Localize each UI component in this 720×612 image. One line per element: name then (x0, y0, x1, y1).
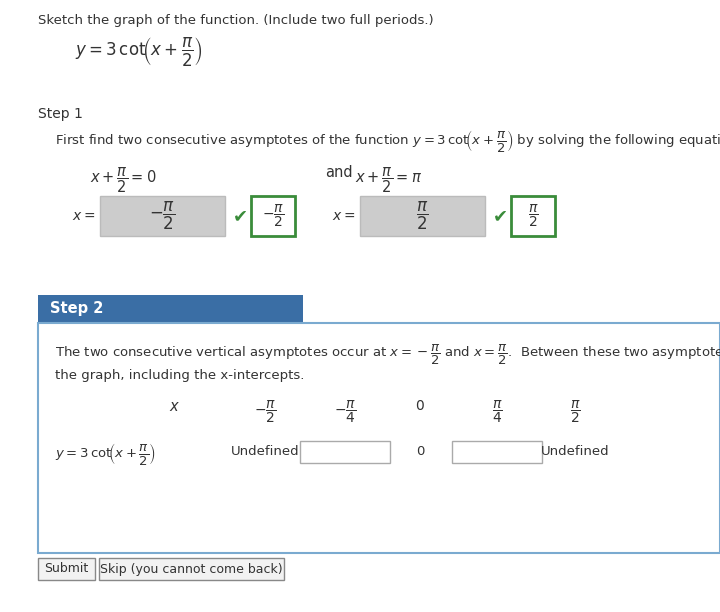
Bar (511, 196, 555, 236)
Text: Step 1: Step 1 (38, 107, 83, 121)
Bar (99, 558, 284, 580)
Text: $0$: $0$ (415, 399, 425, 413)
Text: the graph, including the x-intercepts.: the graph, including the x-intercepts. (55, 369, 305, 382)
Text: $-\dfrac{\pi}{2}$: $-\dfrac{\pi}{2}$ (149, 200, 176, 232)
Text: $y = 3\,\mathrm{cot}\!\left(x + \dfrac{\pi}{2}\right)$: $y = 3\,\mathrm{cot}\!\left(x + \dfrac{\… (75, 35, 203, 68)
Text: $-\dfrac{\pi}{4}$: $-\dfrac{\pi}{4}$ (334, 399, 356, 425)
Text: and: and (325, 165, 353, 180)
Bar (100, 196, 225, 236)
Text: Step 2: Step 2 (50, 302, 104, 316)
Text: $x = $: $x = $ (71, 209, 95, 223)
Text: $x$: $x$ (169, 399, 181, 414)
Text: $\dfrac{\pi}{2}$: $\dfrac{\pi}{2}$ (416, 200, 429, 232)
Text: ✔: ✔ (233, 207, 248, 225)
Text: Submit: Submit (45, 562, 89, 575)
Text: Skip (you cannot come back): Skip (you cannot come back) (100, 562, 283, 575)
Text: Undefined: Undefined (230, 445, 300, 458)
Bar (452, 441, 542, 463)
Text: Undefined: Undefined (541, 445, 609, 458)
Text: $x + \dfrac{\pi}{2} = \pi$: $x + \dfrac{\pi}{2} = \pi$ (355, 165, 422, 195)
Text: Sketch the graph of the function. (Include two full periods.): Sketch the graph of the function. (Inclu… (38, 14, 433, 27)
Bar (38, 323, 720, 553)
Bar (300, 441, 390, 463)
Text: $x = $: $x = $ (332, 209, 355, 223)
Text: $\dfrac{\pi}{2}$: $\dfrac{\pi}{2}$ (528, 203, 539, 229)
Bar (251, 196, 295, 236)
Bar (38, 558, 95, 580)
Text: $x + \dfrac{\pi}{2} = 0$: $x + \dfrac{\pi}{2} = 0$ (90, 165, 156, 195)
Text: 0: 0 (416, 445, 424, 458)
Text: $\dfrac{\pi}{2}$: $\dfrac{\pi}{2}$ (570, 399, 580, 425)
Text: $\dfrac{\pi}{4}$: $\dfrac{\pi}{4}$ (492, 399, 503, 425)
Text: $-\dfrac{\pi}{2}$: $-\dfrac{\pi}{2}$ (253, 399, 276, 425)
Text: ✔: ✔ (493, 207, 508, 225)
Bar (360, 196, 485, 236)
Text: First find two consecutive asymptotes of the function $y = 3\,\mathrm{cot}\!\lef: First find two consecutive asymptotes of… (55, 128, 720, 154)
Bar (38, 295, 303, 323)
Text: $y = 3\,\mathrm{cot}\!\left(x + \dfrac{\pi}{2}\right)$: $y = 3\,\mathrm{cot}\!\left(x + \dfrac{\… (55, 441, 156, 467)
Text: The two consecutive vertical asymptotes occur at $x = -\dfrac{\pi}{2}$ and $x = : The two consecutive vertical asymptotes … (55, 343, 720, 367)
Text: $-\dfrac{\pi}{2}$: $-\dfrac{\pi}{2}$ (262, 203, 284, 229)
